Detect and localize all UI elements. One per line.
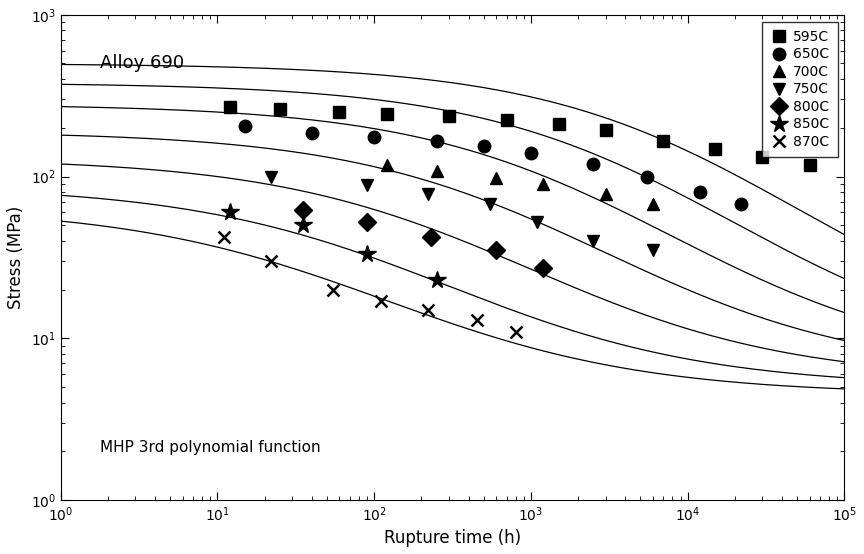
750C <box>266 173 276 180</box>
870C <box>472 316 482 323</box>
870C <box>219 234 229 241</box>
595C <box>444 113 454 120</box>
800C <box>426 234 436 241</box>
800C <box>538 265 549 272</box>
595C <box>804 162 815 168</box>
595C <box>553 121 563 128</box>
595C <box>658 138 669 145</box>
750C <box>648 247 658 254</box>
650C <box>431 138 442 145</box>
Line: 650C: 650C <box>238 120 747 210</box>
650C <box>240 123 251 130</box>
700C <box>431 168 442 175</box>
595C <box>381 110 391 117</box>
800C <box>297 207 308 213</box>
850C <box>362 251 372 258</box>
595C <box>710 146 721 152</box>
Y-axis label: Stress (MPa): Stress (MPa) <box>7 206 25 309</box>
650C <box>695 189 705 196</box>
700C <box>648 201 658 207</box>
850C <box>431 276 442 283</box>
Line: 700C: 700C <box>380 158 659 210</box>
650C <box>588 160 599 167</box>
750C <box>485 201 495 207</box>
595C <box>501 116 511 123</box>
850C <box>225 209 235 216</box>
Line: 850C: 850C <box>221 203 446 289</box>
870C <box>376 297 386 304</box>
750C <box>362 182 372 189</box>
X-axis label: Rupture time (h): Rupture time (h) <box>384 529 521 547</box>
650C <box>479 142 489 149</box>
870C <box>328 286 339 293</box>
750C <box>588 238 599 244</box>
650C <box>526 150 537 156</box>
870C <box>511 329 521 335</box>
870C <box>422 306 433 313</box>
Line: 595C: 595C <box>225 101 816 171</box>
650C <box>369 134 379 141</box>
650C <box>642 173 652 180</box>
Line: 800C: 800C <box>296 204 550 275</box>
800C <box>491 247 501 254</box>
800C <box>362 219 372 226</box>
595C <box>225 104 235 110</box>
870C <box>266 258 276 264</box>
595C <box>334 109 345 115</box>
700C <box>538 181 549 187</box>
595C <box>600 126 611 133</box>
750C <box>532 219 543 226</box>
850C <box>297 222 308 229</box>
Text: MHP 3rd polynomial function: MHP 3rd polynomial function <box>100 439 321 454</box>
700C <box>491 175 501 181</box>
700C <box>600 191 611 197</box>
750C <box>422 191 433 197</box>
Legend: 595C, 650C, 700C, 750C, 800C, 850C, 870C: 595C, 650C, 700C, 750C, 800C, 850C, 870C <box>763 22 837 157</box>
650C <box>736 201 746 207</box>
Text: Alloy 690: Alloy 690 <box>100 54 184 72</box>
650C <box>307 130 317 137</box>
Line: 870C: 870C <box>218 231 522 338</box>
700C <box>381 162 391 168</box>
595C <box>275 106 285 112</box>
Line: 750C: 750C <box>265 170 659 257</box>
595C <box>758 153 768 160</box>
